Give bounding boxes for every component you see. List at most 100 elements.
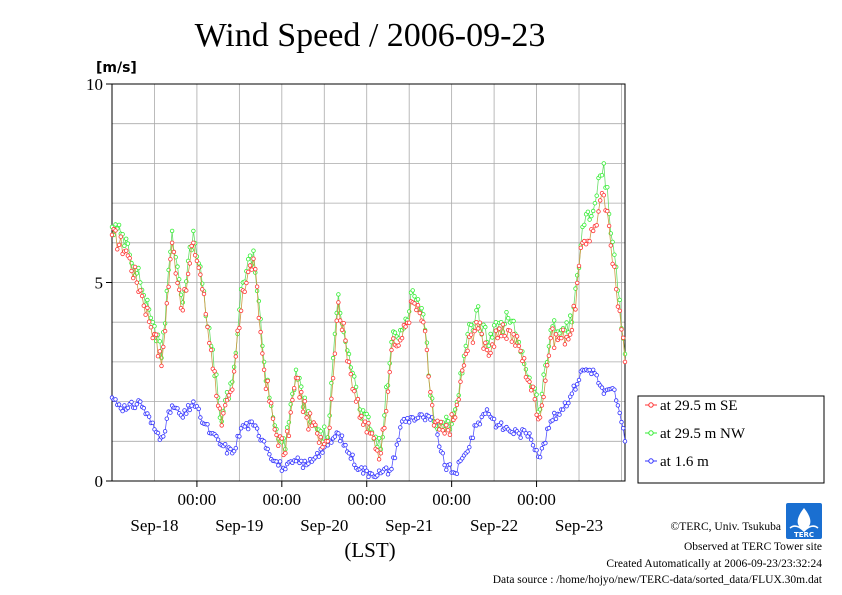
x-tick-label: 00:00: [262, 490, 301, 509]
data-point: [353, 384, 359, 390]
data-point: [346, 351, 352, 357]
data-point: [237, 434, 242, 439]
data-point: [134, 280, 139, 285]
data-point: [162, 429, 168, 434]
data-point: [141, 303, 146, 308]
data-point: [196, 406, 201, 412]
data-point: [284, 425, 290, 430]
data-point: [421, 320, 426, 325]
data-point: [184, 288, 189, 293]
data-point: [256, 433, 261, 439]
data-point: [329, 396, 334, 401]
data-point: [302, 399, 307, 404]
data-point: [217, 406, 223, 411]
data-point: [369, 431, 375, 436]
data-point: [424, 340, 430, 345]
data-point: [380, 435, 385, 440]
data-point: [203, 312, 208, 317]
data-point: [398, 425, 403, 430]
data-point: [336, 300, 341, 305]
data-point: [421, 312, 426, 317]
data-point: [476, 304, 481, 309]
data-point: [598, 198, 603, 203]
data-point: [371, 436, 376, 441]
data-point: [444, 467, 449, 472]
data-point: [523, 367, 529, 372]
data-point: [191, 240, 196, 245]
data-point: [568, 332, 573, 337]
data-point: [490, 335, 495, 340]
data-point: [491, 416, 497, 422]
data-point: [530, 443, 536, 448]
data-point: [575, 382, 580, 387]
data-point: [437, 427, 442, 432]
data-point: [553, 416, 559, 422]
data-point: [145, 411, 150, 416]
data-point: [477, 320, 483, 325]
data-point: [320, 450, 325, 455]
data-point: [435, 432, 440, 437]
y-tick-label: 5: [95, 274, 104, 293]
data-point: [221, 411, 226, 416]
data-point: [415, 297, 421, 302]
data-point: [621, 426, 626, 431]
data-point: [166, 284, 171, 289]
data-point: [265, 446, 270, 452]
data-point: [442, 431, 447, 436]
data-point: [189, 243, 194, 249]
data-point: [573, 307, 578, 312]
data-point: [622, 439, 628, 444]
data-point: [366, 474, 371, 479]
data-point: [146, 319, 152, 324]
data-point: [403, 419, 408, 424]
data-point: [316, 440, 322, 445]
data-point: [444, 423, 449, 428]
data-point: [468, 322, 474, 328]
data-point: [500, 322, 506, 327]
data-point: [205, 324, 210, 330]
data-point: [129, 399, 134, 405]
data-point: [318, 434, 323, 440]
data-point: [516, 431, 522, 436]
data-point: [244, 421, 249, 426]
data-point: [430, 403, 435, 408]
legend-marker: [648, 458, 654, 464]
data-point: [569, 327, 575, 333]
data-point: [522, 356, 527, 361]
data-point: [269, 400, 274, 406]
data-point: [553, 332, 559, 337]
data-point: [136, 265, 141, 271]
data-point: [470, 340, 476, 345]
data-point: [375, 448, 380, 453]
credit-created: Created Automatically at 2006-09-23/23:3…: [606, 558, 822, 570]
data-point: [116, 402, 122, 407]
data-point: [444, 414, 449, 420]
data-point: [299, 389, 304, 395]
credit-copyright: ©TERC, Univ. Tsukuba: [671, 521, 781, 533]
data-point: [537, 455, 543, 460]
legend-marker: [648, 402, 654, 408]
x-axis-label: (LST): [344, 538, 395, 562]
data-point: [560, 407, 566, 412]
data-point: [591, 228, 596, 234]
series-layer: [109, 161, 628, 480]
data-point: [222, 442, 228, 447]
data-point: [461, 363, 467, 368]
data-point: [615, 304, 621, 309]
data-point: [274, 459, 279, 464]
data-point: [187, 261, 192, 266]
data-point: [332, 351, 338, 356]
data-point: [120, 408, 125, 414]
data-point: [614, 287, 619, 292]
data-point: [201, 291, 207, 297]
data-point: [336, 431, 341, 436]
data-point: [445, 428, 451, 433]
data-point: [176, 287, 182, 292]
data-point: [169, 240, 175, 245]
data-point: [306, 461, 311, 466]
data-point: [564, 404, 569, 409]
data-point: [150, 420, 155, 425]
data-point: [612, 252, 617, 257]
data-point: [366, 421, 371, 426]
data-point: [276, 443, 281, 448]
